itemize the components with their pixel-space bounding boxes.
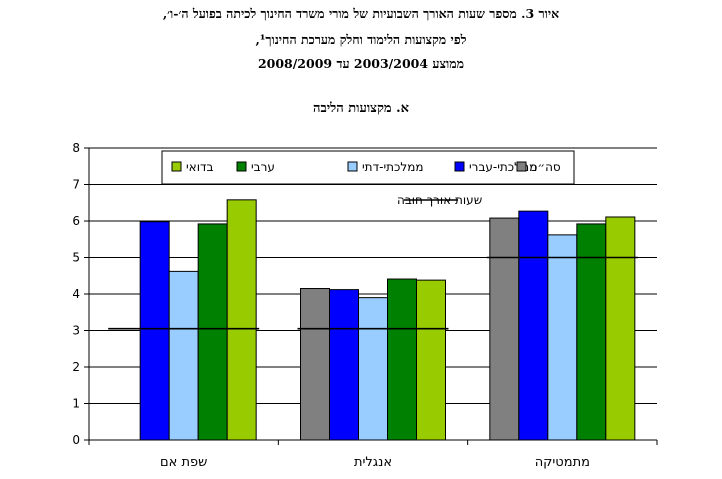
bar — [416, 279, 446, 441]
bar — [547, 234, 578, 441]
legend-swatch — [454, 161, 465, 172]
bar — [139, 221, 170, 441]
chart-title-line1: איור 3. מספר שעות האורך השבועיות של מורי… — [162, 6, 560, 21]
category-label: שפת אם — [160, 455, 207, 470]
bar — [358, 297, 388, 441]
bar — [518, 210, 549, 441]
bar — [605, 216, 636, 441]
legend-label: בדואי — [186, 160, 214, 174]
chart-title-line2: לפי מקצועות הלימוד וחלק מערכת החינוך¹, — [255, 32, 467, 47]
bar — [576, 223, 607, 441]
legend-swatch — [236, 161, 247, 172]
y-tick-label: 0 — [72, 433, 80, 447]
y-tick-label: 1 — [72, 397, 80, 411]
bar — [226, 199, 257, 441]
category-label: אנגלית — [354, 455, 392, 470]
bar — [197, 223, 228, 441]
y-tick-label: 5 — [72, 251, 80, 265]
y-tick-label: 3 — [72, 324, 80, 338]
bar — [387, 278, 417, 441]
legend-label: ממלכתי-דתי — [362, 160, 424, 174]
y-tick-label: 8 — [72, 141, 80, 155]
chart-title-line3: ממוצע 2003/2004 עד 2008/2009 — [257, 56, 465, 71]
legend-box — [161, 150, 575, 185]
bar — [329, 289, 359, 441]
y-tick-label: 4 — [72, 287, 80, 301]
legend-reference-label: שעות אורך חובה — [397, 193, 482, 207]
legend-swatch — [347, 161, 358, 172]
chart-subtitle: א. מקצועות הליבה — [312, 101, 410, 116]
legend-label: ממלכתי-עברי — [469, 160, 537, 174]
bar — [300, 288, 330, 441]
bar — [489, 217, 520, 441]
y-tick-label: 7 — [72, 178, 80, 192]
bar — [168, 270, 199, 441]
y-tick-label: 6 — [72, 214, 80, 228]
legend-swatch — [171, 161, 182, 172]
y-tick-label: 2 — [72, 360, 80, 374]
legend-label: סה״כ — [531, 160, 561, 174]
legend-swatch — [516, 161, 527, 172]
category-label: מתמטיקה — [535, 455, 590, 470]
legend-label: ערבי — [251, 160, 275, 174]
